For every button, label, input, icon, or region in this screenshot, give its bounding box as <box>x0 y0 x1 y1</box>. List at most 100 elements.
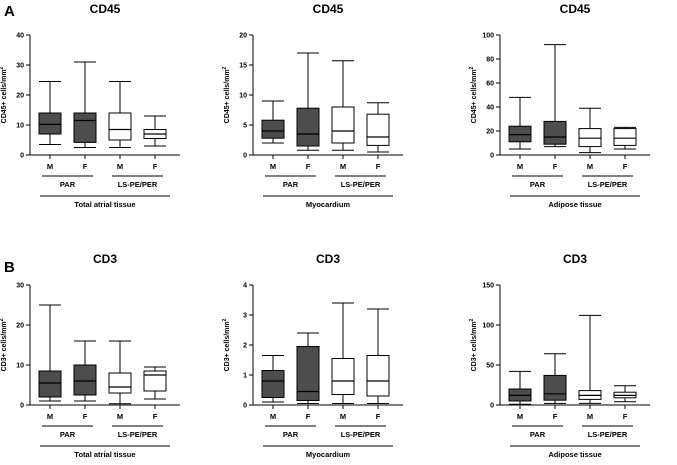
chart1-xcat-label-2: M <box>340 162 346 171</box>
chart3-group-label-0: PAR <box>60 430 76 439</box>
chart2-ytick-label-3: 60 <box>486 81 494 88</box>
chart3-box-0 <box>38 370 62 398</box>
chart0-group-label-0: PAR <box>60 180 76 189</box>
chart1-box-2 <box>331 106 355 144</box>
chart2-box-1 <box>543 120 567 145</box>
chart1-group: CD45 CD45+ cells/mm2 0 5 10 15 20 M F M F PAR LS-PE/… <box>222 2 403 209</box>
chart3-ytick-label-3: 30 <box>16 283 24 290</box>
chart0-ytick-label-1: 10 <box>16 123 24 130</box>
chart3-ytick-label-1: 10 <box>16 363 24 370</box>
chart5-title: CD3 <box>563 252 587 266</box>
chart4-box-3 <box>366 355 390 397</box>
chart3-xcat-label-3: F <box>153 412 158 421</box>
chart1-group-label-0: PAR <box>283 180 299 189</box>
chart5-group-label-0: PAR <box>530 430 546 439</box>
chart1-xcat-label-0: M <box>270 162 276 171</box>
chart1-ytick-label-0: 0 <box>243 153 247 160</box>
chart4-ytick-label-1: 1 <box>243 373 247 380</box>
chart0-ytick-label-0: 0 <box>20 153 24 160</box>
chart2-ytick-label-4: 80 <box>486 57 494 64</box>
chart5-ylabel: CD3+ cells/mm2 <box>469 318 478 371</box>
chart5-xcat-label-1: F <box>553 412 558 421</box>
chart3-group-label-1: LS-PE/PER <box>118 430 158 439</box>
chart2-tissue-label: Adipose tissue <box>548 200 601 209</box>
panel-label-b: B <box>4 259 15 276</box>
chart4-group: CD3 CD3+ cells/mm2 0 1 2 3 4 M F M F PAR LS-PE/PER My… <box>222 252 403 459</box>
chart0-group-label-1: LS-PE/PER <box>118 180 158 189</box>
chart1-ytick-label-1: 5 <box>243 123 247 130</box>
chart1-box-0 <box>261 119 285 139</box>
chart2-ylabel: CD45+ cells/mm2 <box>469 66 478 123</box>
chart2-box-3 <box>613 128 637 146</box>
chart1-ytick-label-3: 15 <box>239 63 247 70</box>
chart2-xcat-label-1: F <box>553 162 558 171</box>
chart1-box-1 <box>296 107 320 147</box>
chart1-ytick-label-2: 10 <box>239 93 247 100</box>
chart2-group-label-0: PAR <box>530 180 546 189</box>
chart4-xcat-label-1: F <box>306 412 311 421</box>
chart4-tissue-label: Myocardium <box>306 450 351 459</box>
chart5-ytick-label-2: 100 <box>482 323 494 330</box>
chart4-ylabel: CD3+ cells/mm2 <box>222 318 231 371</box>
chart0-box-0 <box>38 112 62 135</box>
chart1-group-label-1: LS-PE/PER <box>341 180 381 189</box>
chart0-ytick-label-4: 40 <box>16 33 24 40</box>
chart4-group-label-1: LS-PE/PER <box>341 430 381 439</box>
chart4-box-0 <box>261 370 285 398</box>
chart0-tissue-label: Total atrial tissue <box>74 200 135 209</box>
chart5-ytick-label-3: 150 <box>482 283 494 290</box>
chart4-xcat-label-2: M <box>340 412 346 421</box>
chart3-title: CD3 <box>93 252 117 266</box>
chart3-box-1 <box>73 364 97 396</box>
chart3-ytick-label-2: 20 <box>16 323 24 330</box>
chart1-tissue-label: Myocardium <box>306 200 351 209</box>
chart5-ytick-label-1: 50 <box>486 363 494 370</box>
chart4-ytick-label-4: 4 <box>243 283 247 290</box>
chart5-tissue-label: Adipose tissue <box>548 450 601 459</box>
chart1-xcat-label-3: F <box>376 162 381 171</box>
chart5-xcat-label-2: M <box>587 412 593 421</box>
chart1-title: CD45 <box>313 2 344 16</box>
chart4-ytick-label-2: 2 <box>243 343 247 350</box>
chart2-group: CD45 CD45+ cells/mm2 0 20 40 60 80 100 M F M F PAR LS… <box>469 2 650 209</box>
chart5-xcat-label-3: F <box>623 412 628 421</box>
chart5-ytick-label-0: 0 <box>490 403 494 410</box>
chart3-xcat-label-2: M <box>117 412 123 421</box>
chart4-ytick-label-0: 0 <box>243 403 247 410</box>
chart5-group-label-1: LS-PE/PER <box>588 430 628 439</box>
chart0-xcat-label-1: F <box>83 162 88 171</box>
chart3-ytick-label-0: 0 <box>20 403 24 410</box>
chart4-title: CD3 <box>316 252 340 266</box>
chart4-ytick-label-3: 3 <box>243 313 247 320</box>
chart2-title: CD45 <box>560 2 591 16</box>
chart0-title: CD45 <box>90 2 121 16</box>
chart2-xcat-label-2: M <box>587 162 593 171</box>
chart5-box-1 <box>543 374 567 401</box>
chart1-ytick-label-4: 20 <box>239 33 247 40</box>
chart0-ylabel: CD45+ cells/mm2 <box>0 66 8 123</box>
chart2-xcat-label-3: F <box>623 162 628 171</box>
chart2-xcat-label-0: M <box>517 162 523 171</box>
chart3-xcat-label-0: M <box>47 412 53 421</box>
chart1-box-3 <box>366 113 390 146</box>
chart4-box-1 <box>296 346 320 401</box>
chart2-group-label-1: LS-PE/PER <box>588 180 628 189</box>
chart0-group: CD45 CD45+ cells/mm2 0 10 20 30 40 M F M F PAR LS-PE… <box>0 2 180 209</box>
chart2-ytick-label-5: 100 <box>482 33 494 40</box>
chart0-xcat-label-3: F <box>153 162 158 171</box>
chart0-box-1 <box>73 112 97 143</box>
chart4-xcat-label-3: F <box>376 412 381 421</box>
chart4-xcat-label-0: M <box>270 412 276 421</box>
chart3-xcat-label-1: F <box>83 412 88 421</box>
chart1-ylabel: CD45+ cells/mm2 <box>222 66 231 123</box>
chart0-ytick-label-3: 30 <box>16 63 24 70</box>
chart4-box-2 <box>331 358 355 395</box>
panel-label-a: A <box>4 3 15 20</box>
chart0-xcat-label-0: M <box>47 162 53 171</box>
chart3-box-3 <box>143 370 167 392</box>
chart3-tissue-label: Total atrial tissue <box>74 450 135 459</box>
chart2-ytick-label-1: 20 <box>486 129 494 136</box>
chart5-group: CD3 CD3+ cells/mm2 0 50 100 150 M F M F PAR LS-PE/P… <box>469 252 650 459</box>
